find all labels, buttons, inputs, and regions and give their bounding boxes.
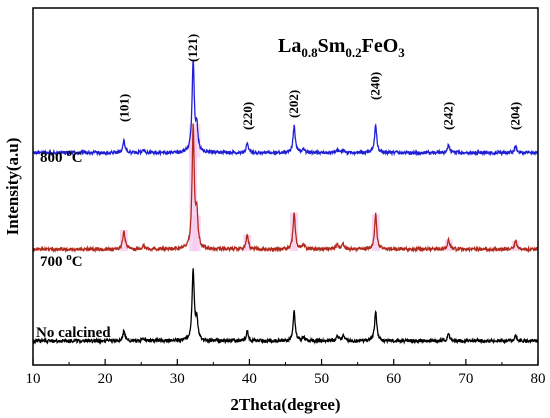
series-layer bbox=[33, 59, 539, 345]
x-axis-title: 2Theta(degree) bbox=[230, 395, 340, 414]
y-axis-title: Intensity(a.u) bbox=[3, 138, 22, 236]
peak-label-layer: (101) (121) (220) (202) (240) (242) (204) bbox=[117, 34, 523, 130]
x-tick-label: 40 bbox=[242, 371, 257, 387]
series-label: 700 oC bbox=[40, 251, 83, 270]
series-line bbox=[33, 59, 539, 157]
x-tick-label: 80 bbox=[531, 371, 546, 387]
x-tick-label: 70 bbox=[458, 371, 473, 387]
x-tick-label: 30 bbox=[170, 371, 185, 387]
peak-label: (242) bbox=[441, 102, 456, 130]
peak-label: (121) bbox=[185, 34, 200, 62]
series-label: No calcined bbox=[36, 325, 111, 341]
chart-title: La0.8Sm0.2FeO3 bbox=[278, 35, 405, 60]
x-tick-label: 10 bbox=[26, 371, 41, 387]
peak-label: (204) bbox=[508, 102, 523, 130]
series-label: 800 oC bbox=[40, 147, 83, 166]
x-tick-label: 50 bbox=[314, 371, 329, 387]
series-line bbox=[33, 123, 539, 254]
peak-highlight bbox=[243, 234, 252, 252]
peak-highlight bbox=[192, 215, 201, 252]
peak-highlight bbox=[189, 128, 198, 252]
peak-highlight bbox=[119, 229, 128, 252]
peak-label: (202) bbox=[286, 90, 301, 118]
tick-layer: 10 20 30 40 50 60 70 80 bbox=[26, 359, 546, 387]
peak-highlight bbox=[444, 239, 453, 252]
peak-highlight-layer bbox=[119, 123, 520, 252]
plot-frame bbox=[32, 7, 539, 366]
peak-label: (101) bbox=[117, 94, 132, 122]
series-label-layer: 800 oC 700 oC No calcined bbox=[36, 147, 111, 341]
peak-highlight bbox=[290, 212, 299, 252]
peak-label: (220) bbox=[240, 102, 255, 130]
peak-label: (240) bbox=[368, 72, 383, 100]
x-tick-label: 60 bbox=[386, 371, 401, 387]
peak-highlight bbox=[371, 214, 380, 252]
peak-highlight bbox=[511, 240, 520, 252]
x-tick-label: 20 bbox=[98, 371, 113, 387]
series-line bbox=[33, 268, 539, 345]
